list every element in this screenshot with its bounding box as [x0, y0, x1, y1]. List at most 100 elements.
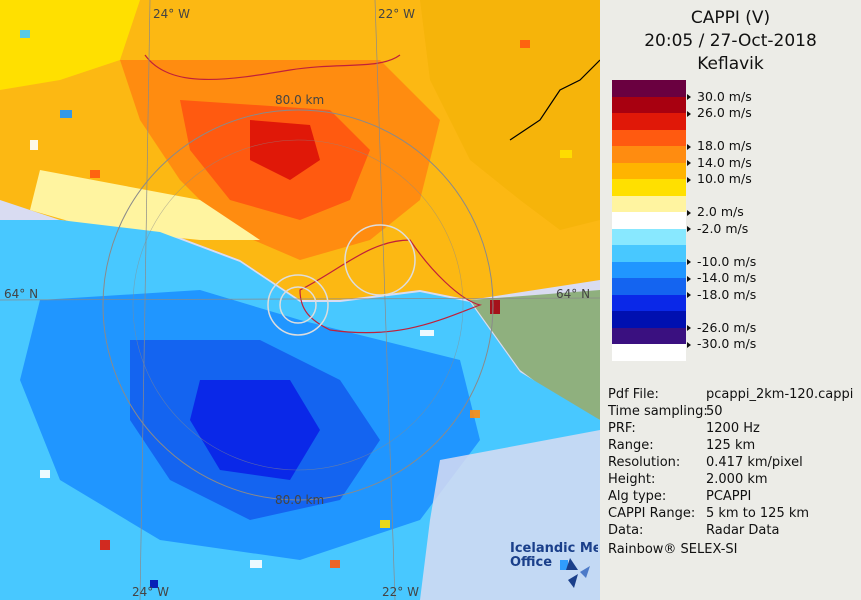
logo-line2: Office: [510, 555, 552, 570]
secondary-ring: [344, 224, 416, 296]
colorbar-swatch: [612, 80, 686, 97]
info-value: 125 km: [706, 438, 756, 453]
label-lon-bottom-left: 24° W: [132, 585, 169, 599]
tick-text: -18.0 m/s: [697, 286, 757, 302]
radar-center-ring: [267, 274, 329, 336]
info-value: 0.417 km/pixel: [706, 455, 803, 470]
colorbar-tick-label: -26.0 m/s: [687, 320, 756, 335]
velocity-near-zero-band: [30, 170, 260, 240]
tick-text: -26.0 m/s: [697, 319, 757, 335]
colorbar-swatch: [612, 179, 686, 196]
label-ring-north: 80.0 km: [275, 93, 324, 107]
tick-arrow-icon: [687, 94, 691, 100]
colorbar-swatch: [612, 294, 686, 311]
velocity-weak-positive-northwest: [0, 0, 140, 90]
colorbar-swatch: [612, 311, 686, 328]
colorbar-swatch: [612, 195, 686, 212]
colorbar-tick-label: 10.0 m/s: [687, 171, 752, 186]
label-lon-top-right: 22° W: [378, 7, 415, 21]
info-row: Height: 2.000 km: [608, 471, 853, 488]
coastline-black-northeast: [509, 59, 600, 141]
tick-arrow-icon: [687, 292, 691, 298]
tick-text: 26.0 m/s: [697, 105, 752, 120]
coastline-peninsula: [299, 239, 483, 334]
tick-text: 14.0 m/s: [697, 154, 752, 170]
colorbar-tick-label: -30.0 m/s: [687, 336, 756, 351]
tick-text: -2.0 m/s: [697, 220, 749, 236]
colorbar-swatch: [612, 212, 686, 229]
colorbar-swatch: [612, 278, 686, 295]
tick-text: -10.0 m/s: [697, 253, 757, 269]
info-row: Time sampling:50: [608, 403, 853, 420]
colorbar-swatch: [612, 228, 686, 245]
info-key: Time sampling:: [608, 404, 708, 419]
colorbar-tick-label: 2.0 m/s: [687, 204, 744, 219]
label-lat-left: 64° N: [4, 287, 38, 301]
tick-text: 30.0 m/s: [697, 88, 752, 104]
imo-logo-graphic: Icelandic Met Office: [510, 541, 600, 588]
radar-center-ring-inner: [279, 286, 317, 324]
tick-arrow-icon: [687, 110, 691, 117]
colorbar-swatch: [612, 113, 686, 130]
colorbar-swatch: [612, 129, 686, 146]
info-row: Resolution: 0.417 km/pixel: [608, 454, 853, 471]
info-key: Data:: [608, 523, 644, 538]
station-name: Keflavik: [697, 54, 764, 74]
info-value: 5 km to 125 km: [706, 506, 810, 521]
info-key: CAPPI Range:: [608, 506, 696, 521]
label-lon-bottom-right: 22° W: [382, 585, 419, 599]
radar-map: 24° W 22° W 64° N 64° N 24° W 22° W 80.0…: [0, 0, 600, 600]
land-east: [470, 290, 600, 420]
tick-text: -14.0 m/s: [697, 270, 757, 285]
label-lon-top: 24° W: [153, 7, 190, 21]
colorbar-swatch: [612, 146, 686, 163]
velocity-colorbar: [612, 80, 686, 361]
label-lat-right: 64° N: [556, 287, 590, 301]
coastline-reykjanes-north: [144, 54, 401, 81]
colorbar-swatch: [612, 261, 686, 278]
tick-arrow-icon: [687, 259, 691, 265]
meridian-24w: [139, 0, 151, 600]
info-row: Data: Radar Data: [608, 522, 853, 539]
radar-map-canvas: 24° W 22° W 64° N 64° N 24° W 22° W 80.0…: [0, 0, 600, 600]
velocity-max-negative-region: [190, 380, 320, 480]
speckle-layer: [20, 30, 572, 588]
logo-line1: Icelandic Met: [510, 541, 598, 556]
info-value: PCAPPI: [706, 489, 752, 504]
info-key: Pdf File:: [608, 387, 659, 402]
no-echo-southeast: [420, 430, 600, 600]
info-value: pcappi_2km-120.cappi: [706, 387, 854, 402]
colorbar-tick-label: -14.0 m/s: [687, 270, 756, 285]
tick-arrow-icon: [687, 341, 691, 348]
product-info: Pdf File: pcappi_2km-120.cappi Time sampli…: [608, 386, 853, 558]
footer-credit: Rainbow® SELEX-SI: [608, 542, 738, 557]
info-value: 2.000 km: [706, 472, 768, 487]
tick-arrow-icon: [687, 275, 691, 282]
imo-logo: Icelandic Met Office: [508, 536, 600, 598]
datetime: 20:05 / 27-Oct-2018: [644, 31, 817, 51]
tick-text: 18.0 m/s: [697, 138, 752, 153]
info-row: Pdf File: pcappi_2km-120.cappi: [608, 386, 853, 403]
velocity-peak-positive-region: [250, 120, 320, 180]
info-key: Height:: [608, 472, 656, 487]
colorbar-swatch: [612, 96, 686, 113]
info-key: PRF:: [608, 421, 636, 436]
tick-arrow-icon: [687, 176, 691, 183]
colorbar-swatch: [612, 162, 686, 179]
tick-text: 10.0 m/s: [697, 171, 752, 186]
parallel-64n: [0, 297, 600, 301]
tick-arrow-icon: [687, 209, 691, 216]
info-row: CAPPI Range: 5 km to 125 km: [608, 505, 853, 522]
logo-mark-right: [580, 566, 590, 578]
colorbar-tick-label: -18.0 m/s: [687, 287, 756, 302]
colorbar-tick-label: -10.0 m/s: [687, 254, 756, 269]
colorbar-swatch: [612, 344, 686, 361]
tick-arrow-icon: [687, 226, 691, 232]
info-row: PRF: 1200 Hz: [608, 420, 853, 437]
label-ring-south: 80.0 km: [275, 493, 324, 507]
legend-panel: CAPPI (V) 20:05 / 27-Oct-2018 Keflavik 3…: [600, 0, 861, 600]
logo-mark-left: [566, 558, 578, 570]
range-ring-inner: [132, 139, 464, 471]
colorbar-tick-label: 26.0 m/s: [687, 105, 752, 120]
colorbar-swatch: [612, 245, 686, 262]
